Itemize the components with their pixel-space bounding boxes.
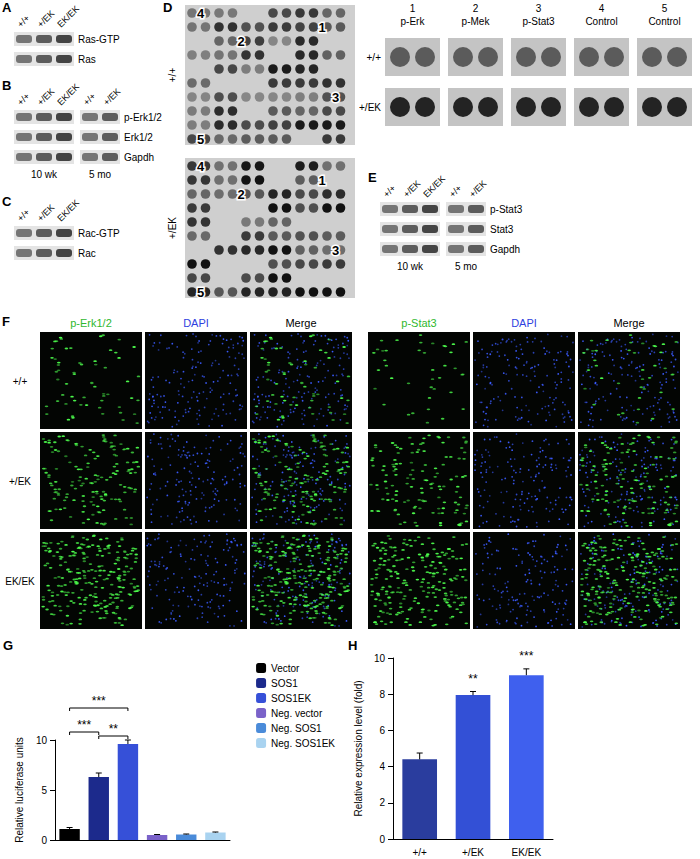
svg-text:Gapdh: Gapdh: [124, 152, 154, 163]
svg-text:5: 5: [197, 285, 204, 300]
svg-text:Relative expression level (fol: Relative expression level (fold): [353, 680, 364, 816]
svg-text:10 wk: 10 wk: [397, 261, 424, 272]
svg-text:6: 6: [379, 725, 385, 736]
svg-text:10: 10: [36, 735, 48, 746]
svg-text:Neg. SOS1: Neg. SOS1: [271, 723, 322, 734]
svg-text:EK/EK: EK/EK: [55, 4, 81, 30]
svg-text:5: 5: [41, 785, 47, 796]
svg-text:Control: Control: [585, 16, 617, 27]
svg-text:**: **: [468, 672, 478, 686]
svg-text:+/EK: +/EK: [35, 8, 56, 29]
svg-text:SOS1EK: SOS1EK: [271, 693, 311, 704]
svg-text:***: ***: [92, 694, 106, 708]
svg-text:DAPI: DAPI: [183, 317, 209, 329]
svg-text:4: 4: [379, 761, 385, 772]
svg-text:10 wk: 10 wk: [31, 169, 58, 180]
svg-text:H: H: [348, 638, 357, 653]
svg-text:5: 5: [662, 3, 668, 14]
svg-text:+/+: +/+: [412, 847, 427, 858]
svg-text:Stat3: Stat3: [490, 224, 514, 235]
svg-text:A: A: [2, 0, 12, 15]
svg-text:Merge: Merge: [613, 317, 644, 329]
svg-text:4: 4: [197, 6, 205, 21]
svg-text:EK/EK: EK/EK: [512, 847, 542, 858]
svg-text:3: 3: [536, 3, 542, 14]
svg-text:+/EK: +/EK: [167, 217, 178, 239]
svg-text:Rac: Rac: [78, 248, 96, 259]
svg-text:+/EK: +/EK: [101, 86, 122, 107]
svg-text:+/EK: +/EK: [359, 102, 381, 113]
svg-text:8: 8: [379, 689, 385, 700]
svg-text:***: ***: [519, 649, 533, 663]
svg-text:+/EK: +/EK: [35, 86, 56, 107]
svg-text:+/+: +/+: [367, 52, 382, 63]
svg-text:+/EK: +/EK: [9, 476, 31, 487]
svg-text:+/EK: +/EK: [35, 202, 56, 223]
svg-text:Erk1/2: Erk1/2: [124, 132, 153, 143]
svg-text:p-Erk1/2: p-Erk1/2: [70, 317, 112, 329]
svg-text:p-Erk1/2: p-Erk1/2: [124, 112, 162, 123]
svg-text:Neg. vector: Neg. vector: [271, 708, 323, 719]
svg-text:4: 4: [599, 3, 605, 14]
svg-text:0: 0: [41, 835, 47, 846]
svg-text:p-Stat3: p-Stat3: [490, 204, 523, 215]
svg-text:+/+: +/+: [447, 183, 463, 199]
svg-text:Relative luciferase units: Relative luciferase units: [14, 737, 25, 843]
svg-text:1: 1: [319, 173, 326, 188]
svg-text:2: 2: [238, 187, 245, 202]
svg-text:EK/EK: EK/EK: [55, 82, 81, 108]
svg-text:+/+: +/+: [81, 91, 97, 107]
svg-text:+/+: +/+: [13, 376, 28, 387]
svg-text:2: 2: [379, 797, 385, 808]
svg-text:Vector: Vector: [271, 663, 300, 674]
svg-text:EK/EK: EK/EK: [421, 174, 447, 200]
svg-text:Merge: Merge: [285, 317, 316, 329]
svg-text:EK/EK: EK/EK: [55, 198, 81, 224]
svg-text:10: 10: [374, 653, 386, 664]
svg-text:Rac-GTP: Rac-GTP: [78, 228, 120, 239]
svg-text:2: 2: [473, 3, 479, 14]
svg-text:4: 4: [197, 159, 205, 174]
svg-text:Ras: Ras: [78, 54, 96, 65]
svg-text:+/+: +/+: [15, 207, 31, 223]
svg-text:E: E: [368, 170, 377, 185]
svg-text:p-Stat3: p-Stat3: [522, 16, 555, 27]
svg-text:SOS1: SOS1: [271, 678, 298, 689]
svg-text:F: F: [2, 314, 10, 329]
svg-text:0: 0: [379, 834, 385, 845]
svg-text:1: 1: [410, 3, 416, 14]
svg-text:Ras-GTP: Ras-GTP: [78, 34, 120, 45]
svg-text:D: D: [163, 0, 172, 15]
svg-text:B: B: [2, 78, 11, 93]
svg-text:p-Stat3: p-Stat3: [401, 317, 436, 329]
svg-text:5 mo: 5 mo: [89, 169, 112, 180]
svg-text:3: 3: [332, 90, 339, 105]
svg-text:p-Mek: p-Mek: [462, 16, 491, 27]
svg-text:***: ***: [77, 718, 91, 732]
svg-text:**: **: [109, 722, 119, 736]
svg-text:EK/EK: EK/EK: [5, 576, 35, 587]
svg-text:5: 5: [197, 132, 204, 147]
svg-text:Gapdh: Gapdh: [490, 244, 520, 255]
svg-text:Neg. SOS1EK: Neg. SOS1EK: [271, 738, 335, 749]
svg-text:+/+: +/+: [15, 13, 31, 29]
svg-text:DAPI: DAPI: [511, 317, 537, 329]
svg-text:Control: Control: [648, 16, 680, 27]
svg-text:5 mo: 5 mo: [455, 261, 478, 272]
svg-text:+/+: +/+: [167, 68, 178, 83]
svg-text:G: G: [3, 638, 13, 653]
svg-text:2: 2: [238, 34, 245, 49]
svg-text:1: 1: [319, 20, 326, 35]
svg-text:+/EK: +/EK: [467, 178, 488, 199]
svg-text:3: 3: [332, 243, 339, 258]
svg-text:+/+: +/+: [381, 183, 397, 199]
svg-text:+/EK: +/EK: [401, 178, 422, 199]
svg-text:C: C: [2, 194, 12, 209]
svg-text:+/EK: +/EK: [462, 847, 484, 858]
svg-text:+/+: +/+: [15, 91, 31, 107]
svg-text:p-Erk: p-Erk: [401, 16, 426, 27]
